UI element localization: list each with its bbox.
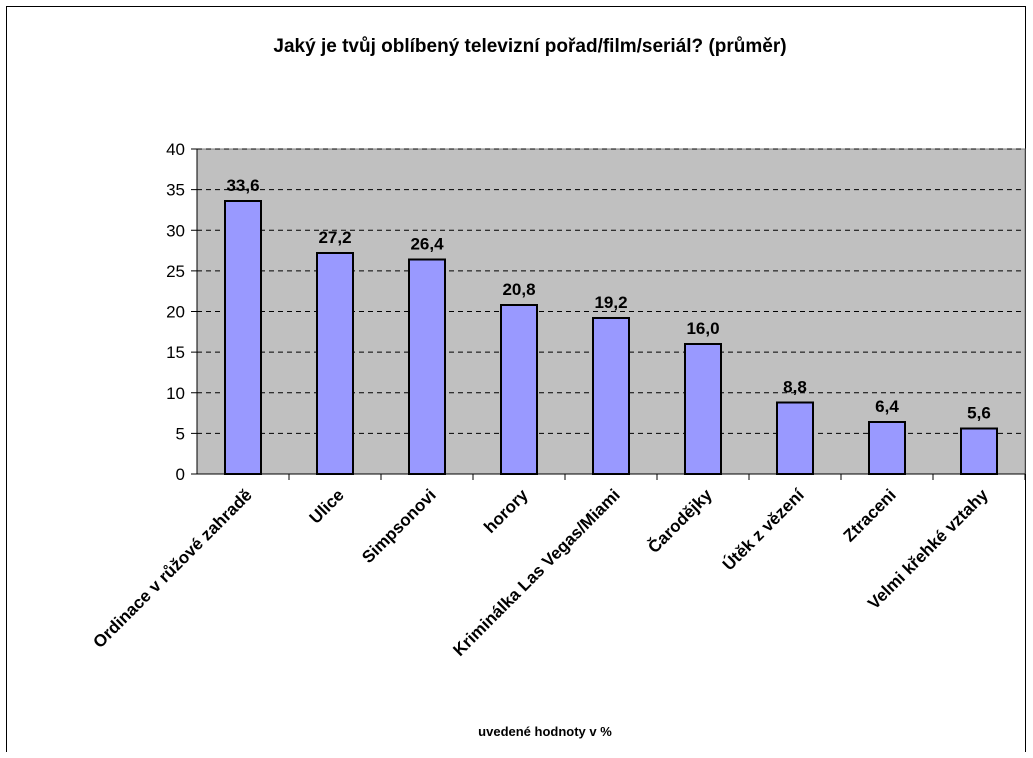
bar — [316, 252, 354, 475]
y-tick-label: 5 — [176, 424, 185, 443]
category-label: Simpsonovi — [358, 485, 440, 567]
y-tick-label: 35 — [166, 181, 185, 200]
category-label: Kriminálka Las Vegas/Miami — [449, 485, 623, 659]
category-label: Ulice — [306, 485, 348, 527]
bar — [224, 200, 262, 475]
y-tick-label: 30 — [166, 221, 185, 240]
category-label: Čarodějky — [644, 485, 716, 557]
y-tick-label: 25 — [166, 262, 185, 281]
y-tick-label: 15 — [166, 343, 185, 362]
data-label: 20,8 — [502, 280, 535, 299]
bar — [868, 421, 906, 475]
bar — [776, 401, 814, 475]
data-label: 8,8 — [783, 378, 807, 397]
y-tick-label: 40 — [166, 140, 185, 159]
category-label: Ordinace v růžové zahradě — [89, 485, 255, 651]
bar — [592, 317, 630, 475]
data-label: 5,6 — [967, 404, 991, 423]
data-label: 19,2 — [594, 293, 627, 312]
category-label: Ztraceni — [840, 485, 900, 545]
bar — [684, 343, 722, 475]
y-tick-label: 10 — [166, 384, 185, 403]
chart-note: uvedené hodnoty v % — [478, 724, 612, 739]
data-label: 16,0 — [686, 319, 719, 338]
y-tick-label: 20 — [166, 303, 185, 322]
bar — [960, 427, 998, 475]
bar — [408, 258, 446, 475]
data-label: 27,2 — [318, 228, 351, 247]
category-label: Útěk z vězení — [719, 484, 809, 574]
data-label: 33,6 — [226, 176, 259, 195]
category-label: horory — [480, 485, 532, 537]
data-label: 6,4 — [875, 397, 899, 416]
chart-title: Jaký je tvůj oblíbený televizní pořad/fi… — [273, 36, 786, 57]
data-label: 26,4 — [410, 235, 444, 254]
y-tick-label: 0 — [176, 465, 185, 484]
bar — [500, 304, 538, 475]
